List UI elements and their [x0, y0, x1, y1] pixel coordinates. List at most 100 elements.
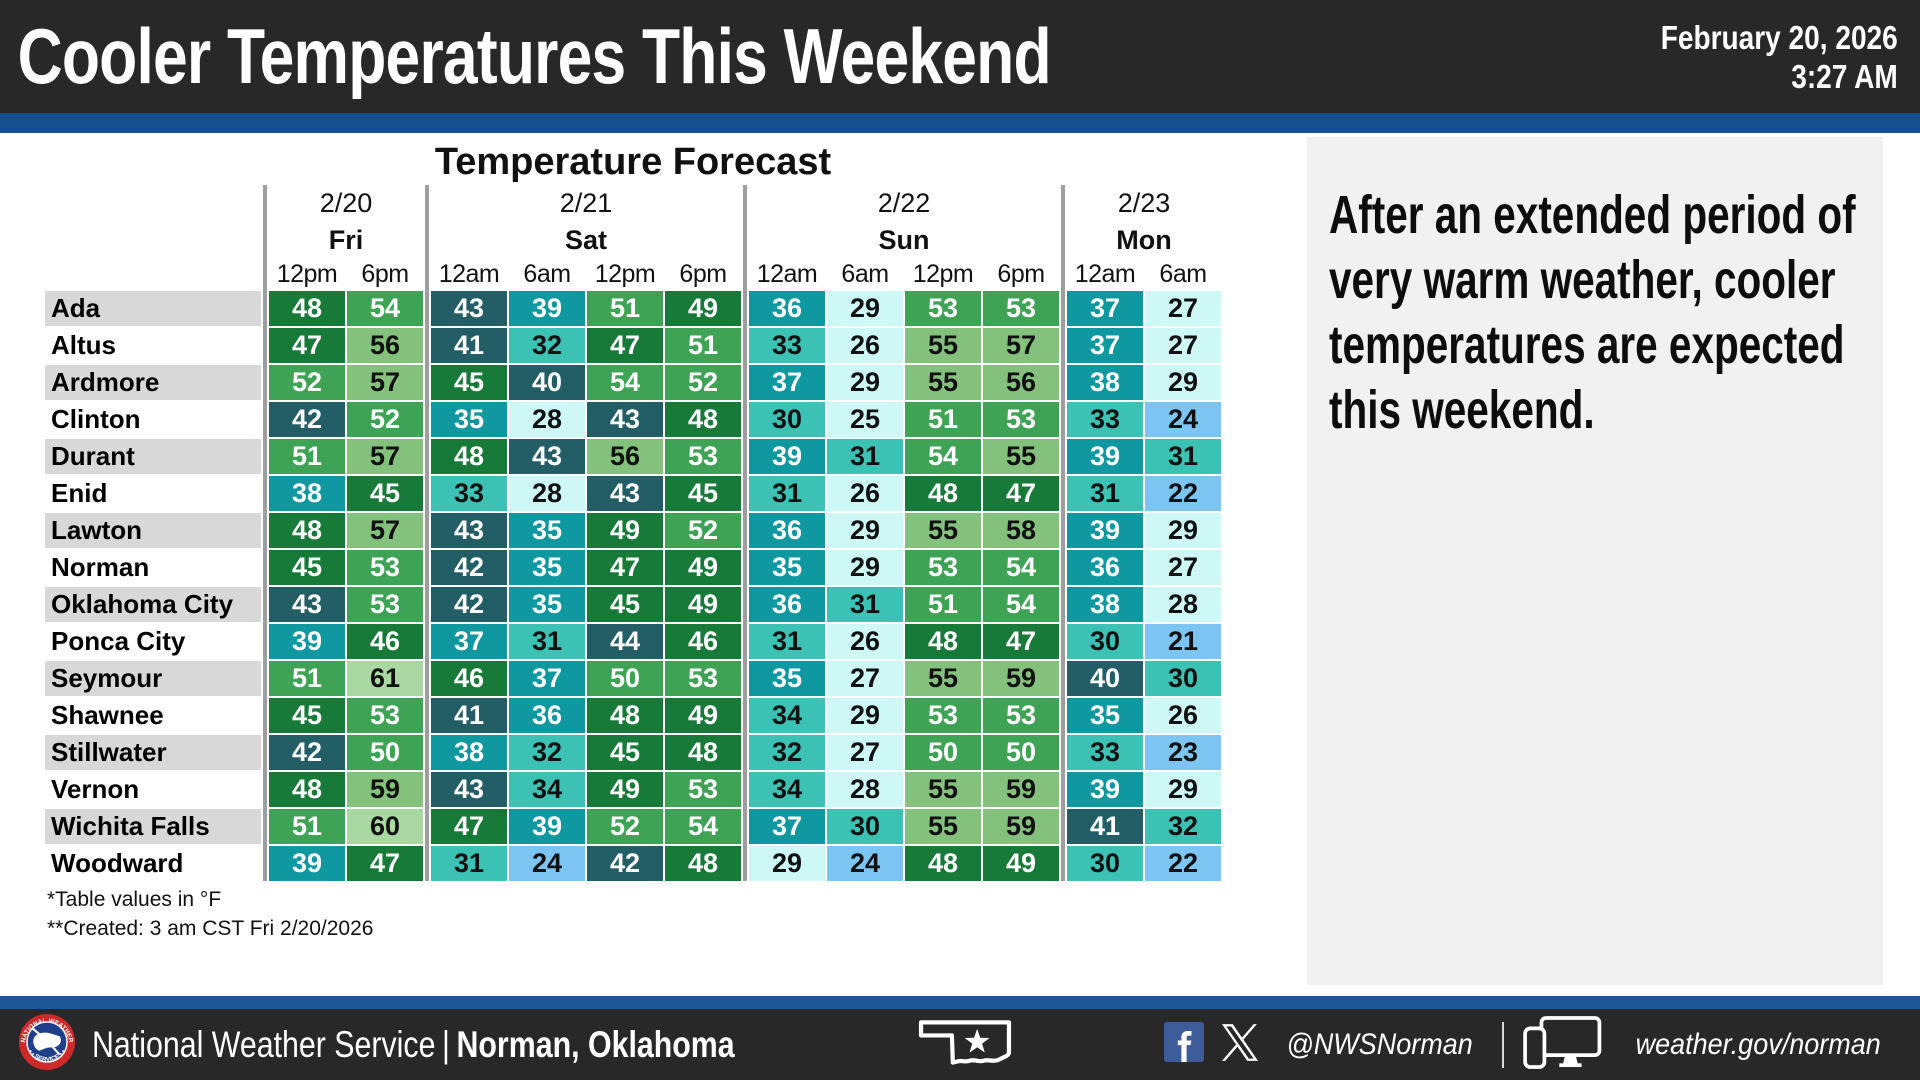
temp-cell: 39	[509, 809, 585, 844]
temp-cell: 48	[431, 439, 507, 474]
temp-cell: 48	[269, 291, 345, 326]
office-name: Norman, Oklahoma	[456, 1023, 735, 1065]
temp-cell: 29	[827, 291, 903, 326]
temp-cell: 52	[587, 809, 663, 844]
header-date: February 20, 2026	[1660, 18, 1898, 56]
temp-cell: 53	[983, 402, 1059, 437]
temp-cell: 30	[1145, 661, 1221, 696]
temp-cell: 54	[587, 365, 663, 400]
city-label: Stillwater	[45, 735, 261, 770]
column-date: 2/21	[559, 187, 613, 218]
temp-cell: 22	[1145, 846, 1221, 881]
temp-cell: 55	[905, 365, 981, 400]
website-url: weather.gov/norman	[1635, 1027, 1881, 1061]
temp-cell: 48	[587, 698, 663, 733]
temp-cell: 59	[983, 772, 1059, 807]
temp-cell: 27	[1145, 550, 1221, 585]
temp-cell: 34	[509, 772, 585, 807]
temp-cell: 50	[587, 661, 663, 696]
temp-cell: 52	[269, 365, 345, 400]
header-time: 3:27 AM	[1791, 57, 1898, 95]
temp-cell: 24	[1145, 402, 1221, 437]
temp-cell: 37	[509, 661, 585, 696]
temp-cell: 21	[1145, 624, 1221, 659]
temp-cell: 45	[347, 476, 423, 511]
temp-cell: 38	[269, 476, 345, 511]
temp-cell: 29	[827, 365, 903, 400]
temp-cell: 29	[827, 550, 903, 585]
temp-cell: 47	[347, 846, 423, 881]
temp-cell: 37	[1067, 328, 1143, 363]
nws-logo-icon: NATIONAL WEATHER • • SERVICE • •	[18, 1013, 76, 1076]
temp-cell: 43	[431, 772, 507, 807]
city-label: Wichita Falls	[45, 809, 261, 844]
temp-cell: 35	[509, 513, 585, 548]
temp-cell: 43	[587, 402, 663, 437]
temp-cell: 30	[749, 402, 825, 437]
column-time: 6am	[841, 259, 889, 288]
column-date: 2/20	[319, 187, 373, 218]
temp-cell: 45	[587, 587, 663, 622]
city-label: Woodward	[51, 848, 184, 878]
temp-cell: 51	[905, 587, 981, 622]
temp-cell: 54	[983, 550, 1059, 585]
x-icon	[1222, 1023, 1259, 1066]
footer-accent-strip	[0, 996, 1920, 1009]
temp-cell: 31	[749, 476, 825, 511]
temp-cell: 26	[827, 476, 903, 511]
temp-cell: 42	[269, 402, 345, 437]
temp-cell: 47	[431, 809, 507, 844]
city-label: Shawnee	[51, 700, 164, 730]
temp-cell: 51	[587, 291, 663, 326]
column-day: Sun	[878, 224, 930, 255]
column-time: 12am	[438, 259, 500, 288]
table-footnotes: *Table values in °F **Created: 3 am CST …	[47, 885, 373, 943]
temp-cell: 53	[905, 291, 981, 326]
temp-cell: 57	[347, 513, 423, 548]
temp-cell: 53	[983, 291, 1059, 326]
temp-cell: 43	[431, 291, 507, 326]
temp-cell: 52	[665, 365, 741, 400]
temp-cell: 60	[347, 809, 423, 844]
brand-divider: |	[442, 1023, 450, 1065]
temp-cell: 35	[749, 661, 825, 696]
temp-cell: 24	[509, 846, 585, 881]
temp-cell: 45	[587, 735, 663, 770]
temp-cell: 40	[1067, 661, 1143, 696]
group-separator	[263, 185, 267, 881]
temp-cell: 47	[587, 550, 663, 585]
temp-cell: 48	[269, 772, 345, 807]
temp-cell: 46	[431, 661, 507, 696]
temp-cell: 54	[983, 587, 1059, 622]
group-separator	[425, 185, 429, 881]
temp-cell: 48	[269, 513, 345, 548]
temp-cell: 49	[587, 513, 663, 548]
devices-icon	[1522, 1015, 1604, 1075]
temp-cell: 40	[509, 365, 585, 400]
city-label: Vernon	[51, 774, 140, 804]
temp-cell: 24	[827, 846, 903, 881]
temp-cell: 45	[431, 365, 507, 400]
city-label: Ardmore	[45, 365, 261, 400]
temp-cell: 49	[665, 698, 741, 733]
temp-cell: 61	[347, 661, 423, 696]
temp-cell: 30	[1067, 846, 1143, 881]
temp-cell: 54	[905, 439, 981, 474]
temp-cell: 38	[431, 735, 507, 770]
temp-cell: 33	[1067, 735, 1143, 770]
temp-cell: 45	[665, 476, 741, 511]
temp-cell: 49	[587, 772, 663, 807]
temp-cell: 39	[1067, 439, 1143, 474]
column-time: 6am	[1159, 259, 1207, 288]
temp-cell: 28	[509, 476, 585, 511]
temp-cell: 38	[1067, 587, 1143, 622]
temp-cell: 36	[749, 587, 825, 622]
temp-cell: 26	[827, 624, 903, 659]
temp-cell: 49	[665, 587, 741, 622]
temp-cell: 31	[749, 624, 825, 659]
temp-cell: 53	[665, 772, 741, 807]
temp-cell: 49	[665, 550, 741, 585]
temp-cell: 29	[1145, 772, 1221, 807]
temp-cell: 48	[905, 846, 981, 881]
temp-cell: 53	[347, 587, 423, 622]
